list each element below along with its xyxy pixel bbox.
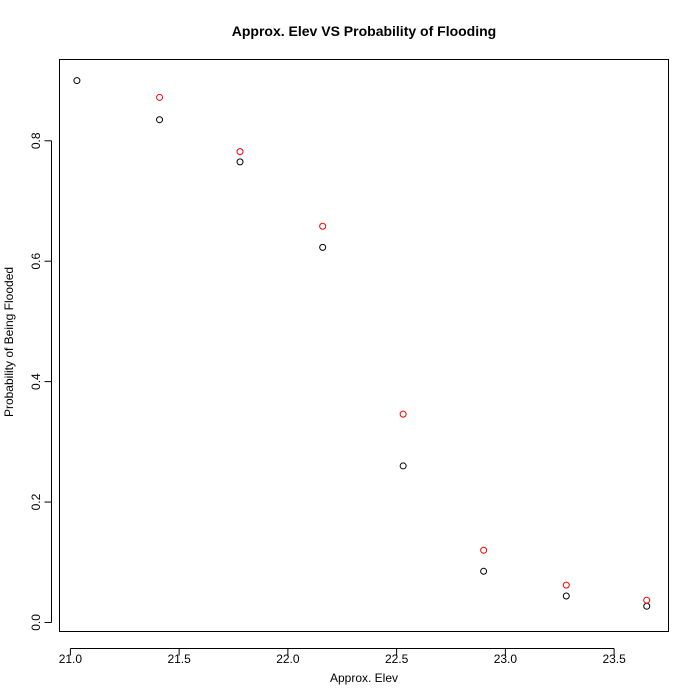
y-tick-label: 0.6 [29,253,43,270]
y-tick-label: 0.8 [29,132,43,149]
x-tick-label: 22.0 [276,652,300,666]
data-point [562,592,570,600]
data-point [399,410,407,418]
x-axis: 21.0 21.5 22.0 22.5 23.0 23.5 [59,648,626,666]
data-point [480,567,488,575]
data-point [562,581,570,589]
y-tick-label: 0.2 [29,493,43,510]
data-point [73,77,81,85]
data-point [156,116,164,124]
data-point [643,602,651,610]
x-tick-label: 21.0 [59,652,83,666]
data-point [643,596,651,604]
y-axis-label: Probability of Being Flooded [2,267,16,417]
data-point [319,222,327,230]
x-tick-label: 23.5 [602,652,626,666]
data-point [156,93,164,101]
x-tick-label: 22.5 [385,652,409,666]
data-point [319,243,327,251]
x-tick-label: 21.5 [167,652,191,666]
y-tick-label: 0.0 [29,614,43,631]
data-point [399,462,407,470]
x-tick-label: 23.0 [494,652,518,666]
data-points [73,77,651,610]
data-point [480,546,488,554]
x-axis-label: Approx. Elev [330,671,398,685]
data-point [236,158,244,166]
y-axis: 0.0 0.2 0.4 0.6 0.8 [29,132,52,631]
plot-area [59,59,669,632]
y-tick-label: 0.4 [29,373,43,390]
chart-title: Approx. Elev VS Probability of Flooding [232,23,496,39]
data-point [236,148,244,156]
